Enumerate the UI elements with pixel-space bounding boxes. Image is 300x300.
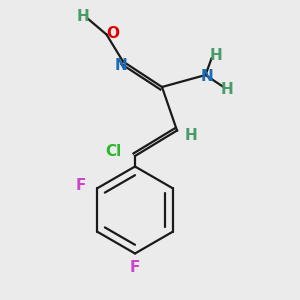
Text: O: O (106, 26, 120, 40)
Text: F: F (76, 178, 86, 193)
Text: N: N (115, 58, 128, 73)
Text: H: H (210, 48, 222, 63)
Text: N: N (201, 69, 213, 84)
Text: H: H (76, 9, 89, 24)
Text: H: H (184, 128, 197, 142)
Text: F: F (130, 260, 140, 274)
Text: Cl: Cl (105, 144, 122, 159)
Text: H: H (220, 82, 233, 98)
